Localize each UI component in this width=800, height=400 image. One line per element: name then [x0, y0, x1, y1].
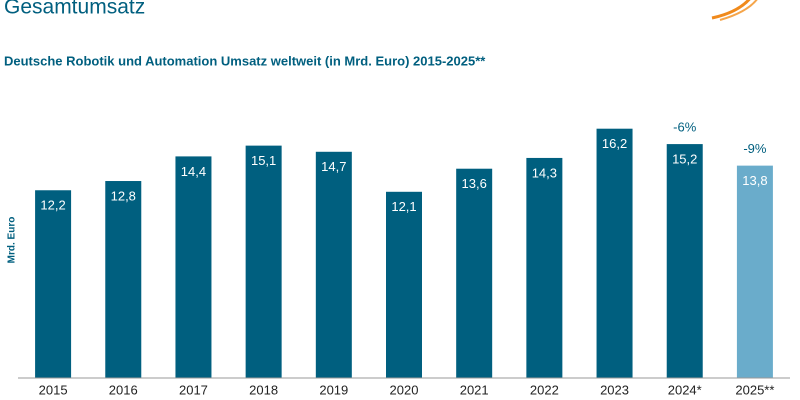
- value-label: 13,6: [462, 176, 487, 191]
- x-tick-label: 2015: [39, 382, 68, 397]
- bar: [456, 168, 493, 378]
- x-tick-label: 2023: [600, 382, 629, 397]
- chart-title: Gesamtumsatz: [4, 0, 145, 19]
- bar: [526, 157, 563, 378]
- bar: [35, 190, 72, 378]
- value-label: 14,4: [181, 164, 206, 179]
- y-axis-label: Mrd. Euro: [7, 217, 18, 264]
- value-label: 15,1: [251, 153, 276, 168]
- annotation: -9%: [743, 141, 767, 156]
- chart-subtitle: Deutsche Robotik und Automation Umsatz w…: [4, 53, 486, 68]
- value-label: 15,2: [672, 152, 697, 167]
- x-tick-label: 2019: [319, 382, 348, 397]
- x-tick-label: 2016: [109, 382, 138, 397]
- value-label: 14,7: [321, 159, 346, 174]
- x-tick-label: 2022: [530, 382, 559, 397]
- value-label: 14,3: [532, 165, 557, 180]
- annotation: -6%: [673, 120, 697, 135]
- bar: [245, 145, 282, 378]
- bar: [386, 191, 422, 378]
- value-label: 12,1: [391, 199, 416, 214]
- bar: [315, 151, 352, 378]
- logo: [711, 0, 758, 21]
- x-tick-label: 2017: [179, 382, 208, 397]
- x-tick-label: 2021: [460, 382, 489, 397]
- x-tick-label: 2020: [390, 382, 419, 397]
- x-tick-label: 2025**: [735, 382, 774, 397]
- bar: [666, 144, 703, 378]
- value-label: 16,2: [602, 136, 627, 151]
- value-label: 12,8: [111, 188, 136, 203]
- bar: [175, 156, 212, 378]
- value-label: 13,8: [742, 173, 767, 188]
- value-label: 12,2: [40, 198, 65, 213]
- x-tick-label: 2024*: [668, 382, 702, 397]
- bar: [105, 181, 142, 378]
- bar: [736, 165, 773, 378]
- x-tick-label: 2018: [249, 382, 278, 397]
- bar: [596, 128, 633, 378]
